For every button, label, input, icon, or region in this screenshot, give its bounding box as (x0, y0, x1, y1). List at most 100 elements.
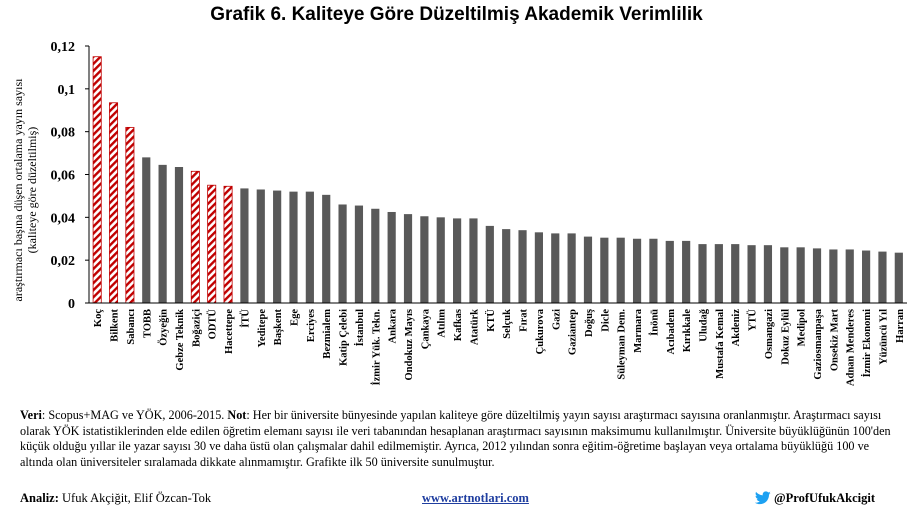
bar (305, 191, 314, 303)
bar (322, 194, 331, 303)
twitter-bird-icon (754, 491, 771, 505)
bar (763, 245, 773, 303)
x-tick-label: Süleyman Dem. (617, 309, 628, 380)
y-tick-label: 0,08 (51, 126, 76, 141)
x-tick-label: Akdeniz (731, 309, 742, 347)
bar (534, 232, 543, 303)
y-tick-label: 0,06 (51, 169, 76, 184)
bar (894, 252, 903, 303)
bar (812, 248, 822, 303)
bar (190, 170, 200, 304)
x-tick-label: Mustafa Kemal (715, 309, 726, 379)
bar (616, 237, 625, 303)
bar-chart: araştırmacı başına düşen ortalama yayın … (11, 40, 907, 386)
x-tick-label: İzmir Yük. Tekn. (370, 309, 382, 386)
x-tick-label: Çukurova (535, 308, 546, 354)
x-tick-label: Harran (895, 309, 906, 343)
veri-text: : Scopus+MAG ve YÖK, 2006-2015. (41, 408, 228, 422)
bar (142, 157, 151, 303)
x-tick-label: Gebze Teknik (175, 309, 186, 371)
x-tick-label: Bilkent (110, 309, 121, 342)
veri-label: Veri (20, 408, 42, 422)
x-tick-label: Bezmialem (322, 309, 333, 359)
x-tick-label: Medipol (797, 309, 808, 346)
x-tick-label: TOBB (142, 309, 153, 338)
bar (403, 214, 413, 303)
bar (845, 249, 854, 303)
footer: Analiz: Ufuk Akçiğit, Elif Özcan-Tok www… (20, 491, 905, 509)
twitter-handle-container[interactable]: @ProfUfukAkcigit (754, 491, 875, 506)
x-tick-label: Dokuz Eylül (780, 309, 791, 365)
y-tick-label: 0,12 (51, 40, 76, 55)
x-tick-label: Katip Çelebi (339, 309, 350, 366)
x-tick-label: Boğaziçi (191, 309, 202, 347)
bar (223, 185, 233, 304)
bar (698, 244, 707, 303)
x-tick-label: YTÜ (746, 309, 759, 332)
bar (207, 184, 217, 304)
website-link[interactable]: www.artnotlari.com (422, 491, 529, 505)
bar (878, 251, 887, 303)
x-tick-label: Ankara (388, 308, 399, 343)
x-tick-label: Atatürk (469, 309, 480, 345)
x-tick-label: Çankaya (420, 308, 431, 349)
x-tick-label: Atılım (437, 309, 448, 338)
bar (518, 230, 527, 303)
bar (469, 218, 478, 303)
bar (796, 247, 805, 303)
x-tick-label: Gaziantep (568, 309, 579, 355)
x-tick-label: Dicle (600, 309, 611, 332)
twitter-handle: @ProfUfukAkcigit (774, 491, 875, 505)
bar (92, 56, 102, 304)
y-tick-label: 0 (68, 297, 75, 312)
analysis-credit: Analiz: Ufuk Akçiğit, Elif Özcan-Tok (20, 491, 211, 506)
bar (502, 229, 511, 303)
bar (632, 238, 642, 303)
x-tick-label: Osmangazi (764, 309, 775, 359)
x-tick-label: Erciyes (306, 309, 317, 342)
x-tick-label: Adnan Menderes (846, 309, 857, 386)
bar (551, 233, 560, 303)
x-tick-label: Kafkas (453, 309, 464, 341)
bar (583, 236, 593, 303)
x-tick-label: İstanbul (354, 309, 366, 346)
x-tick-label: Doğuş (584, 309, 595, 337)
x-tick-label: Koç (93, 309, 104, 327)
x-tick-label: Başkent (273, 309, 284, 346)
bar (485, 225, 494, 303)
x-tick-label: İnönü (648, 309, 660, 336)
not-label: Not (227, 408, 247, 422)
x-tick-label: KTÜ (484, 309, 497, 332)
bar (354, 205, 364, 303)
analiz-authors: Ufuk Akçiğit, Elif Özcan-Tok (58, 491, 212, 505)
y-tick-label: 0,04 (51, 211, 76, 226)
chart-title: Grafik 6. Kaliteye Göre Düzeltilmiş Akad… (210, 4, 703, 25)
x-tick-label: Yeditepe (257, 309, 268, 348)
x-tick-label: Özyeğin (157, 309, 170, 346)
bar (649, 238, 658, 303)
x-tick-label: Kırıkkale (682, 309, 693, 353)
bar (731, 244, 740, 303)
y-tick-label: 0,1 (58, 83, 76, 98)
x-tick-label: ODTÜ (206, 309, 219, 340)
bar (682, 240, 691, 303)
bars (92, 56, 903, 304)
bar (436, 217, 445, 303)
bar (387, 211, 396, 303)
bar (600, 237, 609, 303)
bar (240, 188, 249, 303)
x-tick-label: Acıbadem (666, 309, 677, 355)
bar (273, 190, 282, 303)
y-axis: 0 0,02 0,04 0,06 0,08 0,1 0,12 (51, 40, 89, 312)
bar (453, 218, 462, 303)
bar (109, 102, 119, 304)
bar (174, 167, 184, 303)
bar (747, 245, 756, 303)
bar (158, 164, 167, 303)
x-tick-label: Sabancı (126, 309, 137, 345)
x-tick-label: İzmir Ekonomi (861, 309, 873, 377)
x-tick-label: Marmara (633, 308, 644, 352)
x-tick-label: Fırat (519, 309, 530, 332)
x-tick-label: Hacettepe (224, 309, 235, 354)
x-tick-label: Selçuk (502, 309, 513, 339)
